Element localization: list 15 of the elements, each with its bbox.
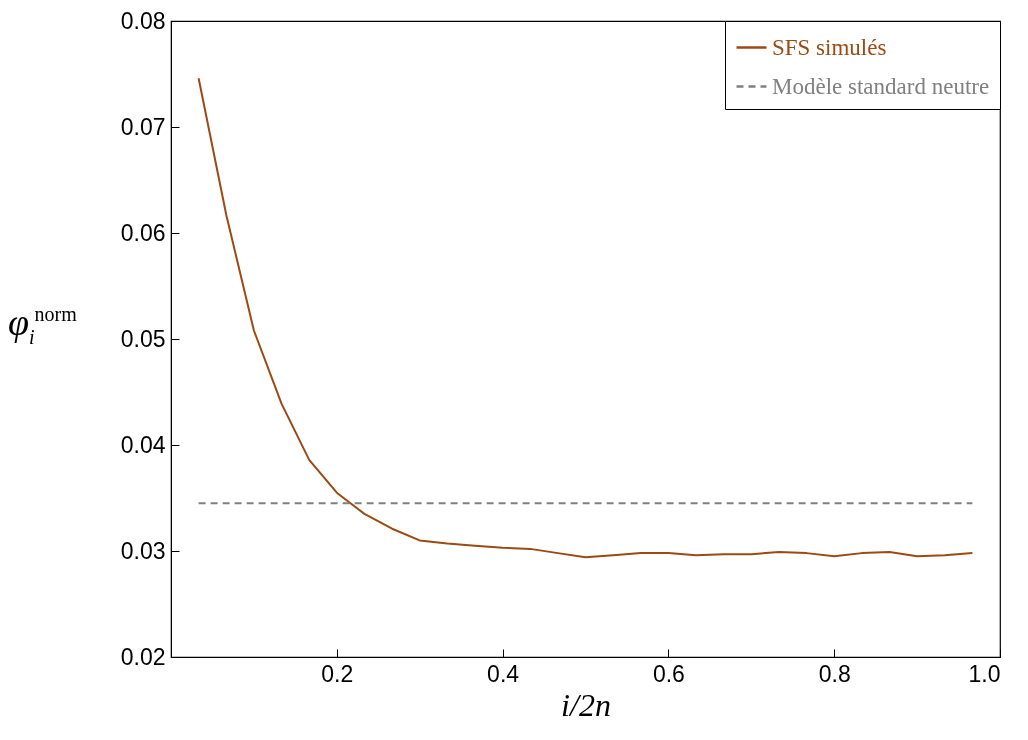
- legend-label: Modèle standard neutre: [772, 73, 990, 99]
- legend-label: SFS simulés: [772, 34, 887, 60]
- y-tick-label: 0.07: [120, 113, 166, 140]
- y-tick-label: 0.03: [120, 537, 166, 564]
- x-tick-label: 0.6: [652, 660, 685, 687]
- y-tick-label: 0.04: [120, 431, 166, 458]
- x-tick-label: 0.2: [321, 660, 354, 687]
- y-tick-label: 0.08: [120, 7, 166, 34]
- y-tick-label: 0.02: [120, 643, 166, 670]
- y-tick-label: 0.05: [120, 325, 166, 352]
- x-tick-label: 0.4: [487, 660, 520, 687]
- x-tick-label: 1.0: [968, 660, 1001, 687]
- x-tick-label: 0.8: [818, 660, 851, 687]
- x-axis-title: i/2n: [561, 686, 611, 723]
- y-tick-label: 0.06: [120, 219, 166, 246]
